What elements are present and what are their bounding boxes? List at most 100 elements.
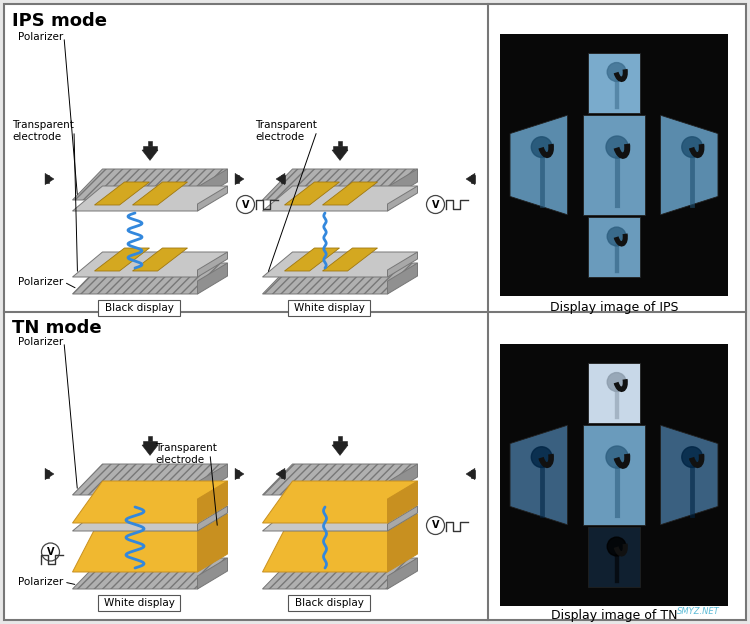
Circle shape bbox=[427, 517, 445, 535]
Polygon shape bbox=[661, 425, 718, 525]
Polygon shape bbox=[262, 558, 418, 589]
Polygon shape bbox=[73, 169, 227, 200]
Text: TN mode: TN mode bbox=[12, 319, 102, 337]
Circle shape bbox=[427, 195, 445, 213]
Polygon shape bbox=[262, 252, 418, 277]
Polygon shape bbox=[197, 558, 227, 589]
Circle shape bbox=[606, 446, 628, 468]
Text: Black display: Black display bbox=[295, 598, 364, 608]
Bar bbox=[588, 363, 640, 422]
Polygon shape bbox=[510, 425, 568, 525]
Polygon shape bbox=[197, 252, 227, 277]
Circle shape bbox=[682, 447, 703, 467]
Bar bbox=[288, 300, 370, 316]
Bar bbox=[588, 217, 640, 277]
Polygon shape bbox=[197, 464, 227, 495]
Polygon shape bbox=[284, 182, 340, 205]
Circle shape bbox=[236, 195, 254, 213]
Bar bbox=[338, 436, 341, 441]
Polygon shape bbox=[235, 173, 244, 185]
Polygon shape bbox=[73, 514, 227, 572]
Polygon shape bbox=[388, 252, 418, 277]
Polygon shape bbox=[45, 469, 54, 480]
Polygon shape bbox=[388, 186, 418, 211]
Polygon shape bbox=[661, 115, 718, 215]
Polygon shape bbox=[262, 506, 418, 531]
Polygon shape bbox=[466, 173, 475, 185]
Polygon shape bbox=[94, 182, 149, 205]
Bar bbox=[584, 115, 645, 215]
Polygon shape bbox=[388, 481, 418, 523]
Polygon shape bbox=[94, 248, 149, 271]
Polygon shape bbox=[262, 464, 418, 495]
Polygon shape bbox=[322, 182, 377, 205]
Circle shape bbox=[608, 373, 626, 391]
Polygon shape bbox=[466, 469, 475, 480]
Polygon shape bbox=[388, 514, 418, 572]
Text: Transparent
electrode: Transparent electrode bbox=[255, 120, 316, 142]
Polygon shape bbox=[262, 263, 418, 294]
Polygon shape bbox=[262, 481, 418, 523]
Text: Display image of IPS: Display image of IPS bbox=[550, 301, 678, 314]
Bar bbox=[98, 300, 180, 316]
Bar bbox=[281, 470, 285, 477]
Circle shape bbox=[531, 447, 552, 467]
Polygon shape bbox=[73, 481, 227, 523]
Bar bbox=[45, 470, 49, 477]
Polygon shape bbox=[388, 169, 418, 200]
Bar bbox=[338, 141, 341, 146]
Text: Polarizer: Polarizer bbox=[18, 577, 63, 587]
Text: White display: White display bbox=[293, 303, 364, 313]
Polygon shape bbox=[142, 445, 158, 456]
Polygon shape bbox=[510, 115, 568, 215]
Polygon shape bbox=[142, 150, 158, 160]
Polygon shape bbox=[322, 248, 377, 271]
Polygon shape bbox=[73, 263, 227, 294]
Text: White display: White display bbox=[104, 598, 175, 608]
Bar bbox=[471, 470, 475, 477]
Polygon shape bbox=[73, 506, 227, 531]
Polygon shape bbox=[197, 506, 227, 531]
Text: Transparent
electrode: Transparent electrode bbox=[12, 120, 74, 142]
Polygon shape bbox=[388, 263, 418, 294]
Polygon shape bbox=[388, 558, 418, 589]
Bar bbox=[45, 175, 49, 183]
Polygon shape bbox=[45, 173, 54, 185]
Polygon shape bbox=[262, 514, 418, 572]
Polygon shape bbox=[332, 445, 348, 456]
Circle shape bbox=[608, 227, 626, 246]
Text: IPS mode: IPS mode bbox=[12, 12, 107, 30]
Bar bbox=[98, 595, 180, 611]
Polygon shape bbox=[388, 506, 418, 531]
Bar bbox=[588, 527, 640, 587]
Text: V: V bbox=[432, 520, 439, 530]
Bar bbox=[235, 175, 239, 183]
Text: Polarizer: Polarizer bbox=[18, 32, 63, 42]
Bar bbox=[235, 470, 239, 477]
Circle shape bbox=[608, 537, 626, 556]
Polygon shape bbox=[73, 464, 227, 495]
Bar bbox=[333, 146, 347, 150]
Text: V: V bbox=[46, 547, 54, 557]
Bar bbox=[333, 441, 347, 445]
Circle shape bbox=[682, 137, 703, 157]
Polygon shape bbox=[73, 558, 227, 589]
Polygon shape bbox=[262, 186, 418, 211]
Polygon shape bbox=[197, 481, 227, 523]
Bar bbox=[500, 344, 728, 606]
Polygon shape bbox=[197, 169, 227, 200]
Bar bbox=[281, 175, 285, 183]
Polygon shape bbox=[197, 514, 227, 572]
Polygon shape bbox=[73, 186, 227, 211]
Text: V: V bbox=[432, 200, 439, 210]
Polygon shape bbox=[197, 263, 227, 294]
Polygon shape bbox=[284, 248, 340, 271]
Text: Transparent
electrode: Transparent electrode bbox=[155, 443, 217, 466]
Bar bbox=[500, 34, 728, 296]
Circle shape bbox=[41, 543, 59, 561]
Polygon shape bbox=[235, 469, 244, 480]
Bar bbox=[588, 53, 640, 112]
Bar bbox=[142, 146, 158, 150]
Circle shape bbox=[606, 136, 628, 158]
Polygon shape bbox=[133, 182, 188, 205]
